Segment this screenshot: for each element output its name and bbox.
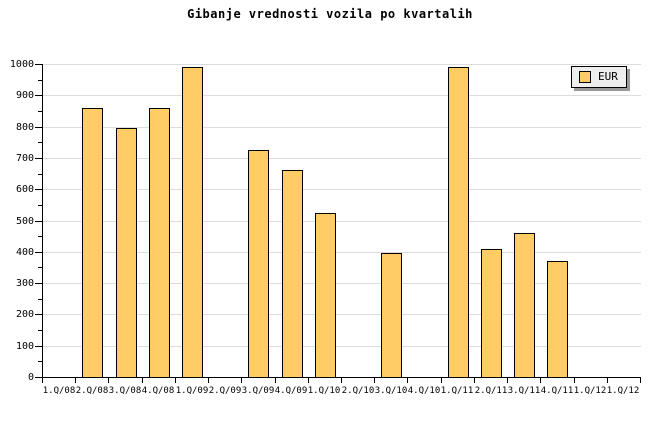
x-axis-label-10: 3.Q/10 — [374, 386, 408, 396]
y-minor-tick-850 — [38, 111, 42, 112]
x-axis-label-16: 1.Q/12 — [573, 386, 607, 396]
x-tick-6 — [241, 378, 242, 383]
x-tick-13 — [474, 378, 475, 383]
x-axis-label-4: 1.Q/09 — [175, 386, 209, 396]
x-axis-label-8: 1.Q/10 — [307, 386, 341, 396]
x-axis-label-15: 4.Q/11 — [540, 386, 574, 396]
x-tick-11 — [407, 378, 408, 383]
x-tick-3 — [142, 378, 143, 383]
x-tick-10 — [374, 378, 375, 383]
x-tick-4 — [175, 378, 176, 383]
bar-4.Q/08 — [149, 108, 170, 377]
x-axis-label-14: 3.Q/11 — [507, 386, 541, 396]
x-axis-label-6: 3.Q/09 — [241, 386, 275, 396]
x-tick-5 — [208, 378, 209, 383]
x-axis-label-1: 2.Q/08 — [75, 386, 109, 396]
y-axis-label-0: 0 — [27, 372, 34, 383]
y-major-tick-1000 — [35, 64, 42, 65]
bar-1.Q/09 — [182, 67, 203, 377]
y-minor-tick-750 — [38, 142, 42, 143]
gridline-y-900 — [43, 95, 641, 96]
y-major-tick-800 — [35, 127, 42, 128]
x-axis-label-2: 3.Q/08 — [108, 386, 142, 396]
y-minor-tick-350 — [38, 267, 42, 268]
x-tick-16 — [574, 378, 575, 383]
y-axis-label-300: 300 — [15, 278, 34, 289]
gridline-y-800 — [43, 127, 641, 128]
gridline-y-600 — [43, 189, 641, 190]
bar-2.Q/11 — [481, 249, 502, 377]
x-axis-label-17: 1.Q/12 — [606, 386, 640, 396]
y-minor-tick-650 — [38, 174, 42, 175]
legend: EUR — [571, 66, 627, 88]
legend-series-label: EUR — [598, 70, 618, 83]
bar-3.Q/09 — [248, 150, 269, 377]
gridline-y-300 — [43, 283, 641, 284]
y-minor-tick-950 — [38, 80, 42, 81]
y-axis-label-500: 500 — [15, 216, 34, 227]
gridline-y-100 — [43, 346, 641, 347]
gridline-y-1000 — [43, 64, 641, 65]
y-major-tick-300 — [35, 283, 42, 284]
x-tick-17 — [607, 378, 608, 383]
y-major-tick-700 — [35, 158, 42, 159]
bar-4.Q/09 — [282, 170, 303, 377]
bar-4.Q/11 — [547, 261, 568, 377]
y-axis-label-1000: 1000 — [9, 59, 34, 70]
y-major-tick-500 — [35, 221, 42, 222]
gridline-y-400 — [43, 252, 641, 253]
x-tick-14 — [507, 378, 508, 383]
x-tick-2 — [108, 378, 109, 383]
plot-area — [42, 64, 641, 378]
x-tick-18 — [640, 378, 641, 383]
y-axis-label-100: 100 — [15, 341, 34, 352]
x-tick-7 — [275, 378, 276, 383]
bar-3.Q/11 — [514, 233, 535, 377]
legend-swatch-eur — [579, 71, 591, 83]
y-major-tick-100 — [35, 346, 42, 347]
bar-2.Q/08 — [82, 108, 103, 377]
x-tick-9 — [341, 378, 342, 383]
x-tick-15 — [540, 378, 541, 383]
x-axis-label-7: 4.Q/09 — [274, 386, 308, 396]
y-axis-label-900: 900 — [15, 90, 34, 101]
x-tick-8 — [308, 378, 309, 383]
gridline-y-200 — [43, 314, 641, 315]
x-axis-label-12: 1.Q/11 — [440, 386, 474, 396]
y-axis-label-400: 400 — [15, 247, 34, 258]
x-axis-label-13: 2.Q/11 — [474, 386, 508, 396]
x-axis-label-9: 2.Q/10 — [341, 386, 375, 396]
x-axis-label-11: 4.Q/10 — [407, 386, 441, 396]
gridline-y-500 — [43, 221, 641, 222]
x-tick-0 — [42, 378, 43, 383]
y-axis-label-700: 700 — [15, 153, 34, 164]
y-minor-tick-550 — [38, 205, 42, 206]
y-major-tick-400 — [35, 252, 42, 253]
y-major-tick-200 — [35, 314, 42, 315]
bar-3.Q/08 — [116, 128, 137, 377]
y-minor-tick-50 — [38, 361, 42, 362]
x-tick-12 — [441, 378, 442, 383]
x-axis-label-0: 1.Q/08 — [42, 386, 76, 396]
y-major-tick-900 — [35, 95, 42, 96]
bar-1.Q/10 — [315, 213, 336, 377]
x-tick-1 — [75, 378, 76, 383]
y-axis-label-200: 200 — [15, 309, 34, 320]
y-major-tick-600 — [35, 189, 42, 190]
chart-title: Gibanje vrednosti vozila po kvartalih — [187, 7, 473, 21]
y-minor-tick-450 — [38, 236, 42, 237]
y-minor-tick-250 — [38, 299, 42, 300]
bar-3.Q/10 — [381, 253, 402, 377]
x-axis-label-3: 4.Q/08 — [141, 386, 175, 396]
y-axis-label-800: 800 — [15, 122, 34, 133]
y-axis-label-600: 600 — [15, 184, 34, 195]
y-minor-tick-150 — [38, 330, 42, 331]
gridline-y-700 — [43, 158, 641, 159]
y-major-tick-0 — [35, 377, 42, 378]
bar-1.Q/11 — [448, 67, 469, 377]
x-axis-label-5: 2.Q/09 — [208, 386, 242, 396]
